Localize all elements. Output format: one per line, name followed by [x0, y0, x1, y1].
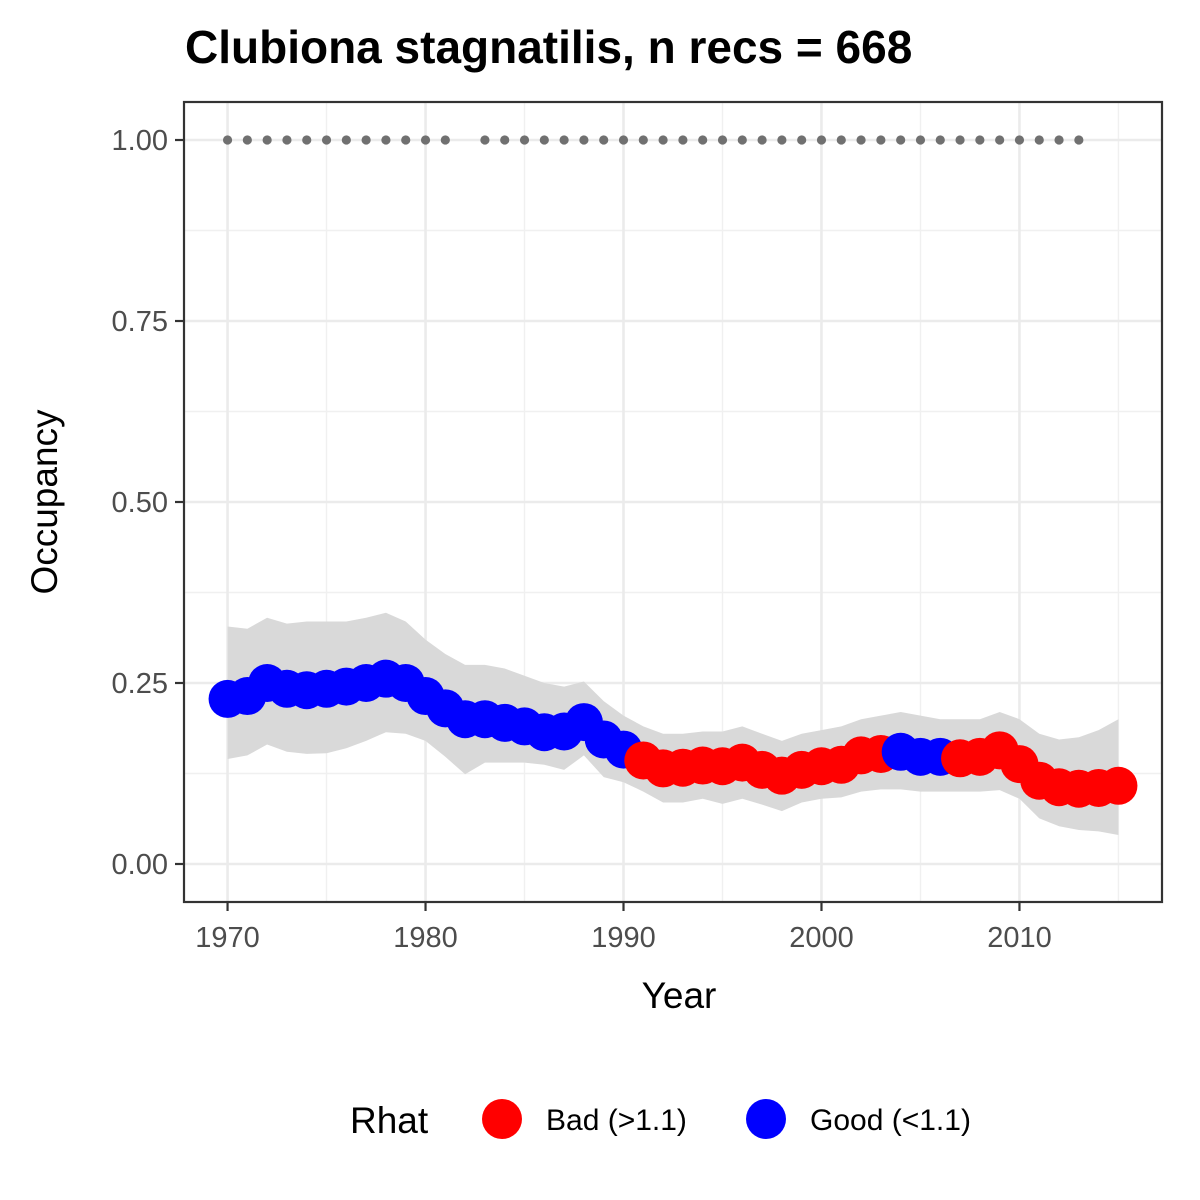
record-point — [381, 135, 391, 145]
legend-bad-label: Bad (>1.1) — [546, 1104, 687, 1137]
chart-title: Clubiona stagnatilis, n recs = 668 — [185, 21, 912, 73]
record-point — [599, 135, 609, 145]
record-point — [737, 135, 747, 145]
confidence-ribbon — [227, 612, 1119, 835]
record-point — [757, 135, 767, 145]
y-tick-label: 0.00 — [112, 849, 168, 881]
record-point — [995, 135, 1005, 145]
record-point — [1034, 135, 1044, 145]
record-point — [955, 135, 965, 145]
x-tick-label: 2010 — [987, 922, 1052, 954]
record-point — [678, 135, 688, 145]
x-tick-label: 1990 — [591, 922, 656, 954]
record-point — [242, 135, 252, 145]
record-point — [1074, 135, 1084, 145]
record-point — [341, 135, 351, 145]
record-point — [836, 135, 846, 145]
y-tick-label: 0.25 — [112, 668, 168, 700]
occupancy-points — [208, 659, 1138, 808]
record-point — [1014, 135, 1025, 145]
record-point — [579, 135, 589, 145]
legend-title: Rhat — [350, 1100, 429, 1141]
legend-good-swatch — [746, 1099, 786, 1139]
record-point — [975, 135, 985, 145]
occupancy-point — [1099, 766, 1138, 805]
record-point — [935, 135, 945, 145]
record-point — [500, 135, 510, 145]
record-point — [777, 135, 787, 145]
record-point — [856, 135, 866, 145]
record-point — [816, 135, 827, 145]
y-axis-title: Occupancy — [24, 409, 65, 595]
legend-good-label: Good (<1.1) — [810, 1104, 971, 1137]
record-point — [717, 135, 728, 145]
legend-bad-swatch — [482, 1099, 522, 1139]
record-point — [1054, 135, 1064, 145]
record-point — [222, 135, 233, 145]
record-point — [440, 135, 450, 145]
y-axis: 0.00 0.25 0.50 0.75 1.00 — [112, 125, 184, 881]
record-point — [896, 135, 906, 145]
record-point — [420, 135, 431, 145]
record-point — [638, 135, 648, 145]
record-point — [401, 135, 411, 145]
record-point — [539, 135, 549, 145]
record-point — [321, 135, 332, 145]
record-point — [361, 135, 371, 145]
x-tick-label: 2000 — [789, 922, 854, 954]
record-point — [559, 135, 569, 145]
record-point — [797, 135, 807, 145]
record-point — [519, 135, 530, 145]
record-point — [658, 135, 668, 145]
plot-panel — [182, 100, 1164, 904]
record-point — [262, 135, 272, 145]
legend: Rhat Bad (>1.1) Good (<1.1) — [350, 1099, 971, 1141]
record-point — [618, 135, 629, 145]
record-point — [282, 135, 292, 145]
x-tick-label: 1980 — [393, 922, 458, 954]
record-years-points — [222, 135, 1084, 145]
x-axis: 1970 1980 1990 2000 2010 — [195, 902, 1052, 954]
record-point — [915, 135, 926, 145]
y-tick-label: 1.00 — [112, 125, 168, 157]
record-point — [876, 135, 886, 145]
x-tick-label: 1970 — [195, 922, 260, 954]
x-axis-title: Year — [642, 975, 717, 1016]
y-tick-label: 0.50 — [112, 487, 168, 519]
y-tick-label: 0.75 — [112, 306, 168, 338]
record-point — [302, 135, 312, 145]
record-point — [480, 135, 490, 145]
record-point — [698, 135, 708, 145]
